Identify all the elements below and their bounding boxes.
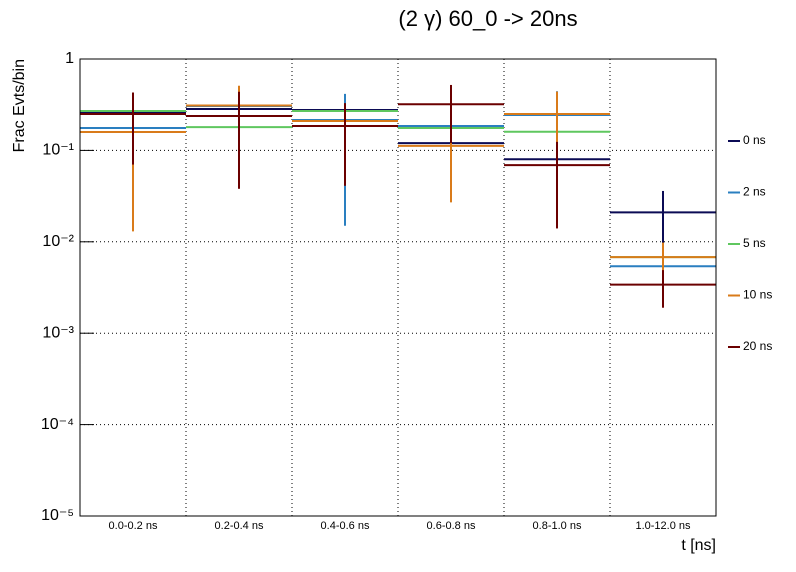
x-tick-label: 0.0-0.2 ns: [109, 520, 158, 532]
x-tick-label: 0.6-0.8 ns: [427, 520, 476, 532]
x-tick-label: 0.4-0.6 ns: [321, 520, 370, 532]
y-axis-label: Frac Evts/bin: [11, 59, 28, 152]
y-tick-label: 10⁻²: [42, 233, 74, 250]
y-tick-label: 10⁻⁴: [41, 416, 74, 433]
y-tick-label: 10⁻³: [42, 324, 74, 341]
legend-label: 10 ns: [743, 288, 772, 302]
x-tick-label: 0.8-1.0 ns: [533, 520, 582, 532]
y-tick-label: 10⁻⁵: [41, 507, 74, 524]
legend-label: 2 ns: [743, 185, 766, 199]
chart-title: (2 γ) 60_0 -> 20ns: [398, 6, 577, 31]
x-axis-label: t [ns]: [681, 537, 716, 554]
y-tick-label: 1: [65, 50, 74, 67]
plot-frame: [79, 58, 717, 517]
legend-label: 5 ns: [743, 236, 766, 250]
x-tick-label: 0.2-0.4 ns: [215, 520, 264, 532]
legend-label: 20 ns: [743, 339, 772, 353]
x-tick-label: 1.0-12.0 ns: [635, 520, 691, 532]
y-tick-label: 10⁻¹: [42, 142, 74, 159]
legend-label: 0 ns: [743, 133, 766, 147]
